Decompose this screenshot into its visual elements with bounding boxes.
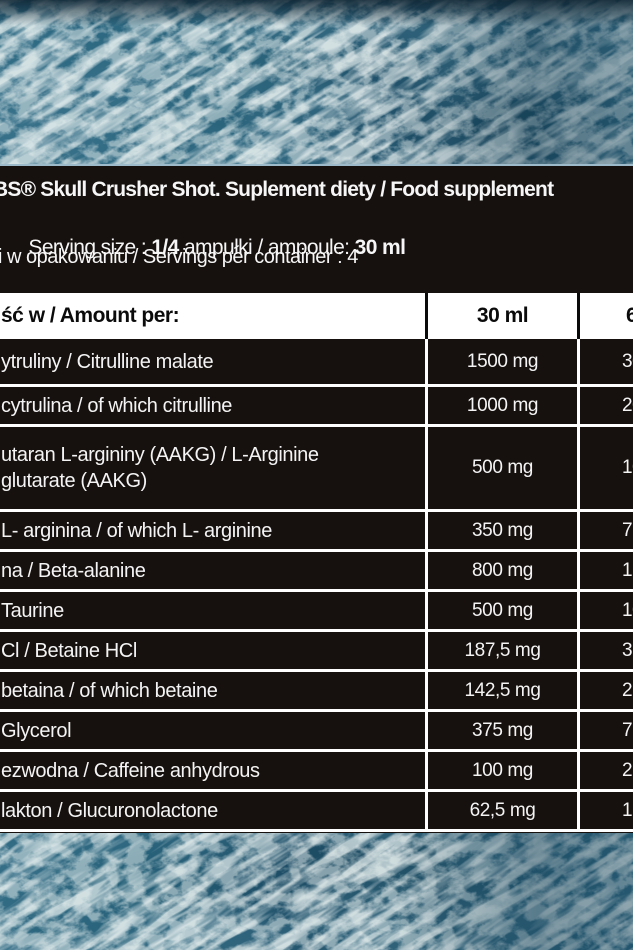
header-col-30ml: 30 ml <box>425 293 577 339</box>
ingredient-name: L- arginina / of which L- arginine <box>1 519 272 542</box>
amount-next-column-fragment: 16 <box>577 552 633 589</box>
table-row: ezwodna / Caffeine anhydrous 100 mg 2 <box>0 752 633 792</box>
ingredient-name: betaina / of which betaine <box>1 679 218 702</box>
serving-size-value: 1/4 <box>151 236 179 259</box>
ingredient-name: utaran L-argininy (AAKG) / L-Arginine gl… <box>1 444 319 492</box>
amount-next-column-fragment: 20 <box>577 387 633 424</box>
ingredient-name: ezwodna / Caffeine anhydrous <box>1 759 260 782</box>
ingredient-name: Glycerol <box>1 719 72 742</box>
amount-per-30ml: 500 mg <box>425 427 577 509</box>
amount-per-30ml: 375 mg <box>425 712 577 749</box>
table-row: cytrulina / of which citrulline 1000 mg … <box>0 387 633 427</box>
amount-next-column-fragment: 10 <box>577 592 633 629</box>
ingredient-name: cytrulina / of which citrulline <box>1 394 233 417</box>
amount-next-column-fragment: 7 <box>577 512 633 549</box>
amount-per-30ml: 350 mg <box>425 512 577 549</box>
ingredient-name: ytruliny / Citrulline malate <box>1 350 214 373</box>
header-col-next-fragment: 6 <box>577 293 633 339</box>
amount-next-column-fragment: 30 <box>577 339 633 384</box>
table-row: ytruliny / Citrulline malate 1500 mg 30 <box>0 339 633 387</box>
table-row: Cl / Betaine HCl 187,5 mg 3 <box>0 632 633 672</box>
amount-per-30ml: 62,5 mg <box>425 792 577 829</box>
amount-per-30ml: 142,5 mg <box>425 672 577 709</box>
nutrition-table: ść w / Amount per: 30 ml 6 ytruliny / Ci… <box>0 293 633 832</box>
table-row: Glycerol 375 mg 7 <box>0 712 633 752</box>
ingredient-name: lakton / Glucuronolactone <box>1 799 218 822</box>
amount-next-column-fragment: 2 <box>577 672 633 709</box>
amount-per-30ml: 1000 mg <box>425 387 577 424</box>
product-title: BS® Skull Crusher Shot. Suplement diety … <box>0 178 554 201</box>
ingredient-name: Taurine <box>1 599 64 622</box>
supplement-facts-panel: BS® Skull Crusher Shot. Suplement diety … <box>0 164 633 833</box>
amount-per-30ml: 1500 mg <box>425 339 577 384</box>
table-row: na / Beta-alanine 800 mg 16 <box>0 552 633 592</box>
table-body: ytruliny / Citrulline malate 1500 mg 30 … <box>0 339 633 832</box>
amount-per-30ml: 100 mg <box>425 752 577 789</box>
amount-next-column-fragment: 3 <box>577 632 633 669</box>
serving-size-unit-text: ampułki / ampoule: <box>178 236 355 259</box>
table-header-row: ść w / Amount per: 30 ml 6 <box>0 293 633 339</box>
table-row: Taurine 500 mg 10 <box>0 592 633 632</box>
table-row: lakton / Glucuronolactone 62,5 mg 1 <box>0 792 633 832</box>
ingredient-name: Cl / Betaine HCl <box>1 639 137 662</box>
table-row: utaran L-argininy (AAKG) / L-Arginine gl… <box>0 427 633 512</box>
amount-next-column-fragment: 7 <box>577 712 633 749</box>
amount-per-30ml: 187,5 mg <box>425 632 577 669</box>
serving-size-label: Serving size : <box>28 236 152 259</box>
ingredient-name: na / Beta-alanine <box>1 559 146 582</box>
header-amount-per: ść w / Amount per: <box>1 304 180 327</box>
amount-per-30ml: 500 mg <box>425 592 577 629</box>
amount-next-column-fragment: 2 <box>577 752 633 789</box>
table-row: betaina / of which betaine 142,5 mg 2 <box>0 672 633 712</box>
table-row: L- arginina / of which L- arginine 350 m… <box>0 512 633 552</box>
amount-next-column-fragment: 1 <box>577 792 633 829</box>
servings-per-container-line: i w opakowaniu / Servings per container … <box>0 246 358 268</box>
serving-size-line: Serving size : 1/4 ampułki / ampoule: 30… <box>0 212 406 284</box>
amount-per-30ml: 800 mg <box>425 552 577 589</box>
serving-volume-value: 30 ml <box>354 236 406 259</box>
amount-next-column-fragment: 10 <box>577 427 633 509</box>
